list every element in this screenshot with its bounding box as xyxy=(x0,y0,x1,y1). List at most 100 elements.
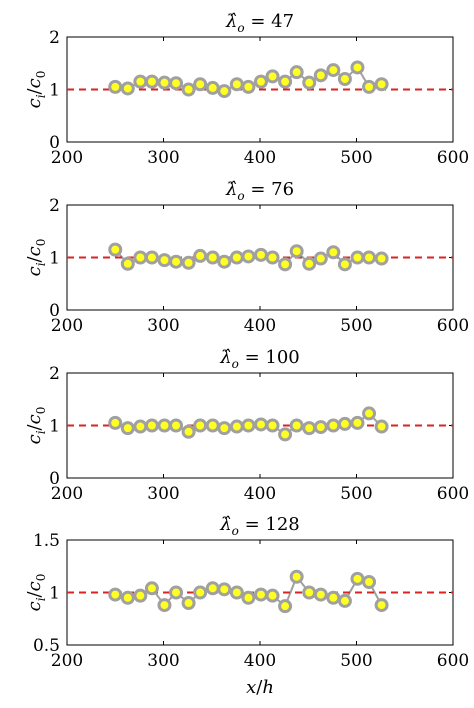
y-axis-label: ci/c0 xyxy=(24,407,48,445)
data-point xyxy=(374,419,389,434)
data-point xyxy=(302,585,317,600)
xlabel-sep: / xyxy=(256,677,263,698)
data-point xyxy=(133,419,148,434)
data-point xyxy=(108,242,123,257)
y-tick-label: 2 xyxy=(49,28,60,48)
ylabel-var: c xyxy=(24,266,45,276)
data-point xyxy=(193,77,208,92)
title-subscript: o xyxy=(232,524,239,538)
y-axis-label: ci/c0 xyxy=(24,239,48,277)
data-point xyxy=(120,421,135,436)
panel-title: λ̂o = 128 xyxy=(219,514,300,538)
data-point xyxy=(313,587,328,602)
data-point xyxy=(374,77,389,92)
data-point xyxy=(362,79,377,94)
ylabel-var2: c xyxy=(24,581,45,591)
data-point xyxy=(362,575,377,589)
panel-title: λ̂o = 76 xyxy=(225,179,294,203)
data-point xyxy=(265,69,280,84)
data-point xyxy=(253,74,268,89)
y-tick-label: 1 xyxy=(49,249,60,269)
data-point xyxy=(362,406,377,421)
data-point xyxy=(313,68,328,83)
data-point xyxy=(337,593,352,608)
data-point xyxy=(265,588,280,603)
data-point xyxy=(289,65,304,80)
data-point xyxy=(108,79,123,94)
data-point xyxy=(350,571,365,586)
title-symbol: λ̂ xyxy=(219,347,231,368)
data-point xyxy=(120,256,135,271)
data-point xyxy=(205,250,220,265)
ylabel-var2: c xyxy=(24,246,45,256)
x-tick-label: 600 xyxy=(437,651,469,671)
data-point xyxy=(217,582,232,597)
data-point xyxy=(253,417,268,432)
x-tick-label: 200 xyxy=(51,316,83,336)
data-point xyxy=(241,590,256,605)
x-tick-label: 300 xyxy=(147,316,179,336)
data-point xyxy=(326,245,341,260)
ylabel-var: c xyxy=(24,601,45,611)
x-tick-label: 600 xyxy=(437,148,469,168)
xlabel-var: x xyxy=(246,677,256,698)
x-tick-label: 400 xyxy=(244,316,276,336)
data-point xyxy=(302,256,317,271)
data-point xyxy=(278,427,293,442)
data-point xyxy=(278,599,293,614)
ylabel-sub: i xyxy=(34,597,48,601)
x-tick-label: 400 xyxy=(244,651,276,671)
data-point xyxy=(229,250,244,265)
data-point xyxy=(169,418,184,433)
title-value: = 76 xyxy=(245,179,294,200)
data-point xyxy=(108,415,123,430)
data-point xyxy=(241,418,256,433)
title-subscript: o xyxy=(237,21,244,35)
data-point xyxy=(374,251,389,266)
data-point xyxy=(337,257,352,272)
y-tick-label: 0 xyxy=(49,133,60,153)
data-point xyxy=(326,418,341,433)
y-tick-label: 2 xyxy=(49,196,60,216)
data-point xyxy=(144,418,159,433)
ylabel-var2: c xyxy=(24,78,45,88)
data-point xyxy=(205,80,220,95)
data-point xyxy=(108,587,123,602)
data-point xyxy=(326,590,341,605)
data-point xyxy=(169,585,184,600)
ylabel-sep: / xyxy=(24,423,45,430)
y-tick-label: 2 xyxy=(49,364,60,384)
title-subscript: o xyxy=(237,189,244,203)
x-tick-label: 500 xyxy=(340,484,372,504)
x-tick-label: 500 xyxy=(340,651,372,671)
ylabel-var: c xyxy=(24,434,45,444)
data-point xyxy=(169,76,184,91)
ylabel-sub2: 0 xyxy=(34,574,48,582)
data-point xyxy=(181,596,196,610)
x-tick-label: 200 xyxy=(51,484,83,504)
data-point xyxy=(157,75,172,90)
xlabel-var2: h xyxy=(262,677,274,698)
data-point xyxy=(337,416,352,431)
data-point xyxy=(181,255,196,270)
data-point xyxy=(289,569,304,584)
x-tick-label: 300 xyxy=(147,484,179,504)
x-tick-label: 200 xyxy=(51,651,83,671)
x-axis-label: x/h xyxy=(246,677,274,698)
data-point xyxy=(205,581,220,596)
data-point xyxy=(169,254,184,269)
x-tick-label: 300 xyxy=(147,148,179,168)
ylabel-sub2: 0 xyxy=(34,71,48,79)
data-point xyxy=(350,60,365,75)
y-tick-label: 0 xyxy=(49,469,60,489)
data-point xyxy=(289,244,304,259)
data-point xyxy=(265,250,280,265)
data-point xyxy=(144,250,159,265)
ylabel-sub: i xyxy=(34,94,48,98)
y-tick-label: 1 xyxy=(49,81,60,101)
data-point xyxy=(313,420,328,435)
